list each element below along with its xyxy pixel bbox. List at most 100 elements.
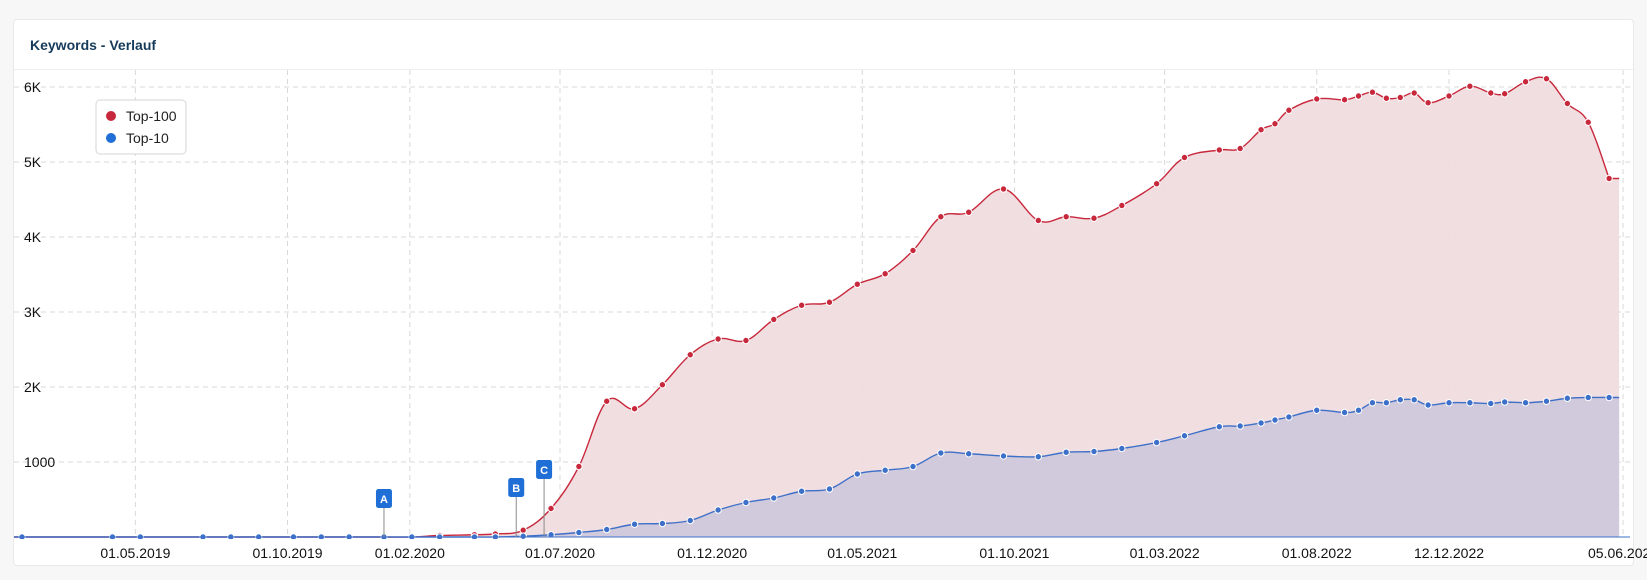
top-10-point[interactable] [1396,396,1404,404]
top-10-point[interactable] [1062,448,1070,456]
top-100-point[interactable] [575,462,583,471]
top-10-point[interactable] [547,531,555,539]
top-10-point[interactable] [770,494,778,502]
top-100-point[interactable] [909,246,917,255]
top-10-point[interactable] [1180,432,1189,440]
annotation-c[interactable]: C [536,460,553,537]
top-10-point[interactable] [825,485,834,493]
top-10-point[interactable] [1118,444,1126,453]
top-10-point[interactable] [965,450,973,458]
top-10-point[interactable] [1340,408,1349,417]
top-10-point[interactable] [853,470,862,478]
top-10-point[interactable] [1410,396,1418,404]
top-10-point[interactable] [1215,423,1223,431]
top-10-point[interactable] [1090,447,1098,456]
top-10-point[interactable] [519,532,527,539]
top-100-point[interactable] [1152,180,1161,188]
top-100-point[interactable] [1466,82,1474,90]
top-100-point[interactable] [937,213,945,221]
top-100-point[interactable] [603,397,611,405]
top-100-point[interactable] [1236,144,1244,153]
top-100-point[interactable] [1368,88,1377,96]
top-100-point[interactable] [999,185,1008,193]
top-100-point[interactable] [770,315,778,324]
top-10-point[interactable] [1354,406,1363,414]
top-10-point[interactable] [1605,393,1613,402]
top-10-point[interactable] [1313,406,1321,414]
top-100-point[interactable] [881,270,889,278]
top-100-point[interactable] [686,351,694,359]
top-10-point[interactable] [630,520,639,528]
top-100-point[interactable] [1180,153,1189,162]
top-100-point[interactable] [1257,126,1265,134]
top-10-point[interactable] [1382,399,1391,407]
top-10-point[interactable] [937,449,945,457]
top-100-point[interactable] [1215,146,1223,154]
annotation-marker[interactable] [375,489,392,508]
top-100-point[interactable] [1340,96,1349,104]
top-100-point[interactable] [1313,95,1321,103]
top-100-point[interactable] [714,335,722,343]
top-100-point[interactable] [1034,216,1043,225]
top-10-point[interactable] [881,466,889,474]
top-100-point[interactable] [658,381,667,389]
annotation-marker[interactable] [536,460,553,479]
annotation-a[interactable]: A [375,489,392,537]
top-100-point[interactable] [519,526,527,534]
annotation-marker[interactable] [508,478,525,497]
top-100-point[interactable] [742,336,750,345]
top-10-point[interactable] [1466,399,1474,407]
top-100-point[interactable] [1542,75,1551,83]
top-100-point[interactable] [1445,92,1453,100]
top-100-point[interactable] [1090,214,1098,222]
top-10-point[interactable] [1487,399,1495,408]
top-10-point[interactable] [1424,401,1432,409]
top-100-point[interactable] [1118,201,1126,210]
top-10-point[interactable] [1542,397,1551,405]
top-10-point[interactable] [1034,453,1043,461]
top-10-point[interactable] [1445,399,1453,407]
legend-marker-top-10[interactable] [106,133,116,143]
top-10-point[interactable] [1152,438,1161,447]
top-100-point[interactable] [1285,106,1293,114]
top-10-point[interactable] [1285,413,1293,421]
top-100-point[interactable] [630,405,639,413]
top-10-point[interactable] [1563,394,1572,402]
top-100-point[interactable] [1354,92,1363,100]
top-10-point[interactable] [999,452,1008,460]
top-100-point[interactable] [1271,120,1279,128]
top-100-point[interactable] [547,504,555,513]
top-100-point[interactable] [825,298,834,306]
top-100-point[interactable] [1501,90,1509,98]
top-100-point[interactable] [1584,118,1592,126]
legend-marker-top-100[interactable] [106,111,116,121]
top-100-point[interactable] [1521,78,1530,86]
top-100-point[interactable] [965,208,973,216]
top-10-point[interactable] [1236,422,1244,430]
top-100-point[interactable] [1487,89,1495,97]
top-10-point[interactable] [575,528,583,537]
top-100-point[interactable] [1062,213,1070,221]
annotation-b[interactable]: B [508,478,525,537]
top-10-point[interactable] [1501,398,1509,406]
top-10-point[interactable] [909,462,917,471]
top-10-point[interactable] [1584,393,1592,402]
top-100-point[interactable] [1605,174,1613,183]
top-100-point[interactable] [797,301,806,309]
top-100-point[interactable] [1424,99,1432,107]
top-10-point[interactable] [714,506,722,514]
top-100-point[interactable] [1396,93,1404,102]
top-10-point[interactable] [1521,399,1530,407]
top-10-point[interactable] [742,498,750,507]
top-100-point[interactable] [853,280,862,288]
top-10-point[interactable] [1368,399,1377,407]
top-10-point[interactable] [1271,416,1279,424]
top-10-point[interactable] [603,525,611,534]
top-10-point[interactable] [797,487,806,495]
top-100-point[interactable] [1563,99,1572,108]
top-100-point[interactable] [1382,94,1391,102]
top-10-point[interactable] [686,516,694,525]
top-100-point[interactable] [1410,89,1418,97]
top-10-point[interactable] [658,519,667,528]
top-10-point[interactable] [1257,419,1265,427]
